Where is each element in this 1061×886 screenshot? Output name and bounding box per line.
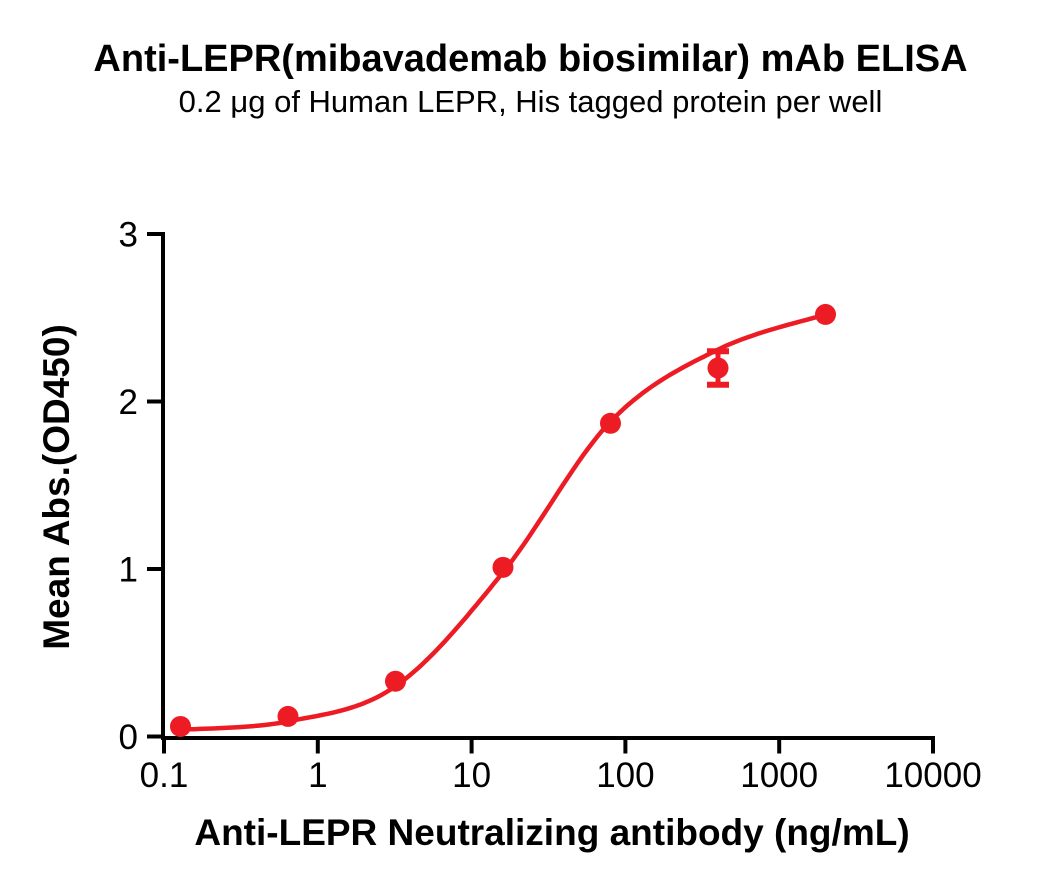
x-tick-label: 100 — [596, 756, 654, 795]
x-tick-label: 10000 — [884, 756, 981, 795]
chart-title: Anti-LEPR(mibavademab biosimilar) mAb EL… — [93, 38, 968, 80]
y-tick-label: 2 — [119, 383, 138, 422]
data-point — [384, 670, 406, 692]
y-tick-label: 1 — [119, 551, 138, 590]
x-axis-title: Anti-LEPR Neutralizing antibody (ng/mL) — [194, 812, 910, 853]
x-tick-label: 1000 — [740, 756, 818, 795]
data-point — [169, 715, 191, 737]
x-tick-label: 0.1 — [140, 756, 189, 795]
data-point — [814, 303, 836, 325]
data-point — [707, 357, 729, 379]
data-point — [492, 556, 514, 578]
x-tick-label: 10 — [452, 756, 491, 795]
data-point — [599, 412, 621, 434]
y-tick-label: 3 — [119, 216, 138, 255]
chart-subtitle: 0.2 μg of Human LEPR, His tagged protein… — [178, 84, 883, 119]
fit-curve — [178, 312, 828, 733]
data-point — [277, 705, 299, 727]
x-tick-label: 1 — [308, 756, 327, 795]
y-tick-label: 0 — [119, 718, 138, 757]
